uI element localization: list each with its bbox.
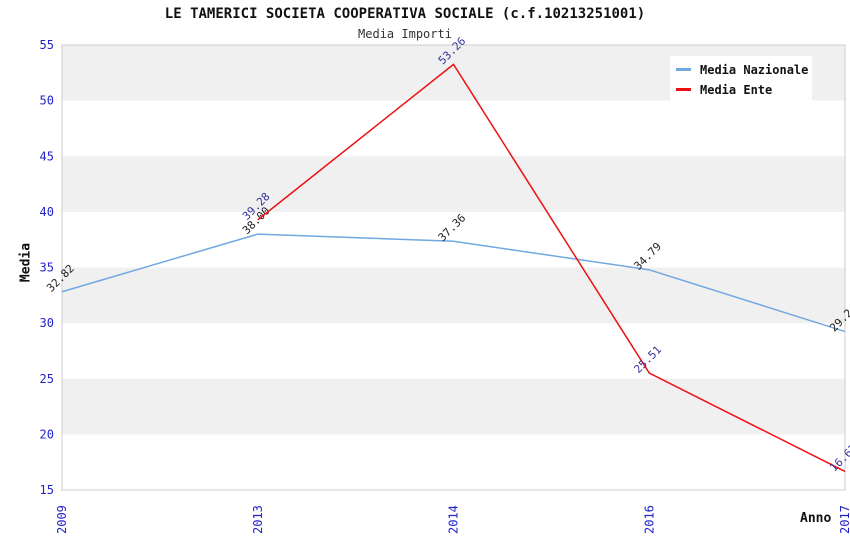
plot-band xyxy=(62,378,845,435)
y-tick-label: 45 xyxy=(40,149,54,163)
x-axis-title: Anno xyxy=(800,511,832,526)
y-axis-title: Media xyxy=(18,242,34,283)
media-ente-data-label: 16.67 xyxy=(827,442,850,475)
media-nazionale-line xyxy=(61,233,846,333)
x-tick-label: 2013 xyxy=(251,505,265,534)
x-tick-label: 2009 xyxy=(55,505,69,534)
chart-title: LE TAMERICI SOCIETA COOPERATIVA SOCIALE … xyxy=(164,6,646,22)
legend-label-media-nazionale: Media Nazionale xyxy=(700,62,809,77)
y-tick-label: 15 xyxy=(40,483,54,497)
y-tick-label: 35 xyxy=(40,261,54,275)
y-tick-label: 20 xyxy=(40,427,54,441)
x-tick-label: 2016 xyxy=(642,505,656,534)
legend-label-media-ente: Media Ente xyxy=(700,82,773,97)
legend: Media Nazionale Media Ente xyxy=(670,56,812,103)
media-ente-line-swatch xyxy=(676,88,691,91)
x-tick-label: 2017 xyxy=(838,505,850,534)
y-tick-label: 30 xyxy=(40,316,54,330)
plot-band xyxy=(62,267,845,324)
y-tick-label: 50 xyxy=(40,94,54,108)
x-tick-label: 2014 xyxy=(447,505,461,534)
media-ente-line xyxy=(257,63,846,473)
legend-item-media-ente: Media Ente xyxy=(670,83,812,97)
legend-item-media-nazionale: Media Nazionale xyxy=(670,63,812,77)
media-nazionale-line-swatch xyxy=(676,68,691,71)
chart-subtitle: Media Importi xyxy=(358,27,452,41)
plot-band xyxy=(62,156,845,212)
y-tick-label: 25 xyxy=(40,372,54,386)
plot-border xyxy=(61,44,846,491)
media-nazionale-data-label: 37.36 xyxy=(436,211,469,244)
y-tick-label: 40 xyxy=(40,205,54,219)
y-tick-label: 55 xyxy=(40,38,54,52)
